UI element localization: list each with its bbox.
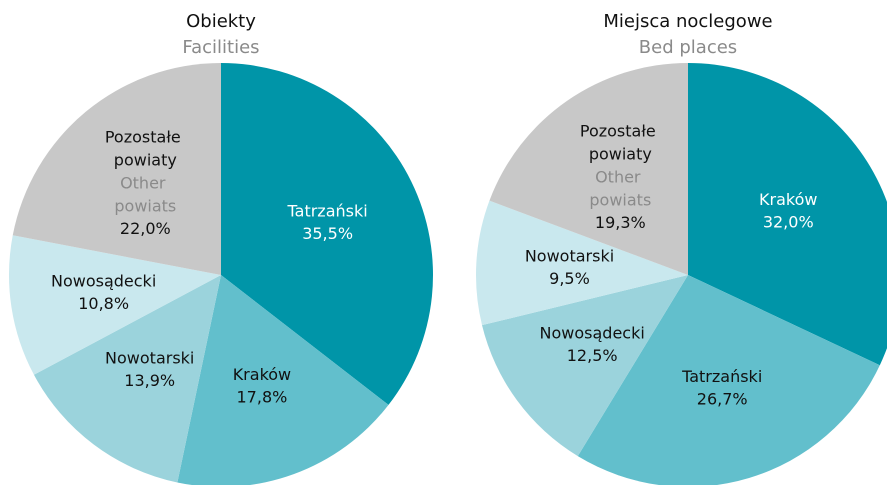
pie-slice xyxy=(221,63,434,405)
slice-label: Nowotarski xyxy=(105,348,194,367)
pie-slice xyxy=(177,275,389,485)
value-label: 10,8% xyxy=(78,294,129,313)
chart-title: Obiekty xyxy=(186,11,256,32)
pie-slice xyxy=(33,275,222,483)
slice-label-en: Other powiats xyxy=(114,173,176,215)
value-label: 35,5% xyxy=(302,224,353,243)
pie-slice xyxy=(8,235,222,375)
slice-label: Tatrzański xyxy=(287,201,368,220)
value-label: 17,8% xyxy=(237,387,288,406)
value-label: 22,0% xyxy=(120,219,171,238)
pie-slice xyxy=(482,275,688,457)
chart-title: Miejsca noclegowe xyxy=(603,11,772,32)
value-label: 9,5% xyxy=(549,269,590,288)
slice-label: Kraków xyxy=(233,364,291,383)
slice-label-en: Other powiats xyxy=(589,167,651,209)
value-label: 26,7% xyxy=(697,390,748,409)
pie-slice xyxy=(577,275,880,485)
pie-slice xyxy=(688,63,887,366)
value-label: 13,9% xyxy=(124,371,175,390)
value-label: 12,5% xyxy=(567,346,618,365)
pie-slice xyxy=(489,63,688,275)
slice-label: Pozostałe powiaty xyxy=(580,121,661,163)
slice-label: Tatrzański xyxy=(681,367,762,386)
slice-label: Pozostałe powiaty xyxy=(105,127,186,169)
pie-slice xyxy=(12,63,222,275)
slice-label: Nowosądecki xyxy=(540,323,645,342)
chart-subtitle: Facilities xyxy=(182,37,259,58)
value-label: 32,0% xyxy=(763,212,814,231)
slice-label: Nowosądecki xyxy=(51,271,156,290)
value-label: 19,3% xyxy=(595,213,646,232)
pie-slice xyxy=(476,200,688,326)
slice-label: Nowotarski xyxy=(525,246,614,265)
chart-subtitle: Bed places xyxy=(639,37,737,58)
slice-label: Kraków xyxy=(759,189,817,208)
